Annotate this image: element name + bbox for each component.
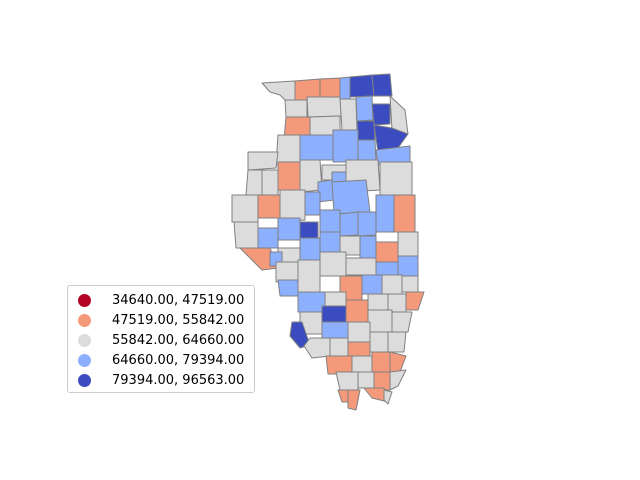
county-shape (284, 99, 308, 118)
county-shape (325, 355, 353, 375)
county-shape (231, 194, 259, 223)
county-shape (367, 293, 389, 311)
county-shape (347, 341, 371, 357)
county-shape (233, 221, 259, 249)
legend-item: 55842.00, 64660.00 (78, 330, 254, 350)
county-layer (231, 73, 425, 411)
county-shape (257, 194, 281, 219)
legend-label: 47519.00, 55842.00 (112, 312, 245, 328)
county-shape (374, 241, 399, 263)
legend-swatch-class-1 (78, 293, 91, 307)
legend-swatch-class-5 (78, 373, 91, 387)
legend-label: 79394.00, 96563.00 (112, 372, 245, 388)
county-shape (373, 371, 391, 391)
county-shape (299, 221, 319, 239)
county-shape (379, 161, 413, 196)
county-shape (261, 80, 296, 101)
county-shape (393, 194, 416, 233)
county-shape (319, 231, 341, 253)
county-shape (247, 151, 279, 171)
county-shape (275, 261, 299, 283)
county-shape (355, 95, 374, 122)
legend: 34640.00, 47519.00 47519.00, 55842.00 55… (67, 285, 255, 393)
county-shape (339, 211, 359, 237)
county-shape (277, 279, 299, 297)
county-shape (347, 389, 361, 411)
county-shape (387, 293, 407, 313)
county-shape (257, 227, 279, 249)
county-shape (375, 194, 395, 233)
county-shape (297, 291, 326, 313)
legend-item: 47519.00, 55842.00 (78, 310, 254, 330)
county-shape (332, 129, 359, 163)
county-shape (359, 235, 377, 259)
county-shape (375, 261, 399, 276)
county-shape (335, 371, 359, 391)
legend-swatch-class-4 (78, 353, 91, 367)
county-shape (371, 351, 391, 373)
county-shape (361, 274, 383, 295)
legend-item: 79394.00, 96563.00 (78, 370, 254, 390)
county-shape (279, 189, 306, 223)
legend-item: 64660.00, 79394.00 (78, 350, 254, 370)
county-shape (371, 103, 391, 126)
county-shape (397, 231, 419, 257)
county-shape (321, 305, 347, 323)
legend-swatch-class-2 (78, 313, 91, 327)
county-shape (306, 96, 343, 118)
legend-swatch-class-3 (78, 333, 91, 347)
county-shape (357, 211, 377, 237)
county-shape (339, 76, 351, 100)
county-shape (373, 124, 409, 153)
county-shape (387, 331, 407, 353)
county-shape (339, 98, 358, 131)
county-shape (321, 321, 349, 339)
county-shape (277, 217, 301, 241)
county-shape (261, 169, 279, 196)
county-shape (345, 299, 369, 323)
legend-label: 34640.00, 47519.00 (112, 292, 245, 308)
county-shape (381, 274, 403, 295)
county-shape (297, 259, 321, 293)
county-shape (347, 321, 371, 345)
county-shape (357, 371, 375, 389)
county-shape (245, 169, 263, 196)
legend-label: 64660.00, 79394.00 (112, 352, 245, 368)
legend-item: 34640.00, 47519.00 (78, 290, 254, 310)
county-shape (405, 291, 425, 311)
county-shape (389, 351, 407, 373)
county-shape (356, 120, 376, 141)
county-shape (389, 369, 407, 391)
county-shape (357, 139, 377, 161)
county-shape (369, 331, 389, 353)
county-shape (319, 251, 347, 277)
county-shape (371, 73, 393, 97)
county-shape (331, 179, 371, 215)
county-shape (304, 191, 321, 216)
county-shape (367, 309, 393, 333)
county-shape (275, 134, 301, 166)
county-shape (299, 134, 334, 161)
county-shape (401, 275, 419, 293)
county-shape (329, 337, 349, 357)
county-shape (277, 161, 301, 191)
county-shape (351, 355, 373, 373)
county-shape (303, 337, 331, 359)
county-shape (299, 237, 321, 261)
county-shape (349, 74, 375, 98)
legend-label: 55842.00, 64660.00 (112, 332, 245, 348)
county-shape (391, 311, 413, 333)
county-shape (319, 209, 341, 233)
county-shape (345, 257, 377, 276)
county-shape (383, 389, 393, 405)
county-shape (397, 255, 419, 277)
